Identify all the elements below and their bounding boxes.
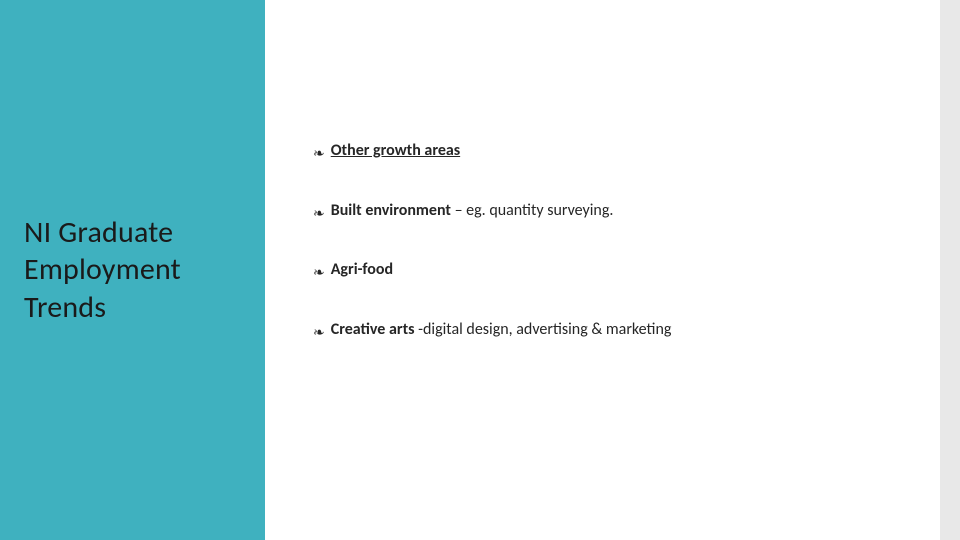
slide-title: NI Graduate Employment Trends (24, 214, 245, 327)
slide-container: NI Graduate Employment Trends ❧ Other gr… (0, 0, 940, 540)
bullet-icon: ❧ (313, 204, 325, 224)
right-edge-strip (940, 0, 960, 540)
bullet-text: Built environment – eg. quantity surveyi… (331, 200, 614, 222)
bullet-item: ❧ Creative arts -digital design, adverti… (313, 319, 900, 343)
bullet-bold: Agri-food (331, 260, 393, 279)
bullet-icon: ❧ (313, 323, 325, 343)
bullet-bold: Other growth areas (331, 141, 460, 160)
bullet-text: Agri-food (331, 259, 393, 281)
bullet-bold: Creative arts (331, 320, 415, 339)
bullet-rest: -digital design, advertising & marketing (415, 320, 672, 339)
bullet-icon: ❧ (313, 263, 325, 283)
slide-content: ❧ Other growth areas ❧ Built environment… (265, 0, 940, 540)
bullet-item: ❧ Built environment – eg. quantity surve… (313, 200, 900, 224)
left-title-panel: NI Graduate Employment Trends (0, 0, 265, 540)
bullet-rest: – eg. quantity surveying. (451, 201, 613, 220)
bullet-item: ❧ Agri-food (313, 259, 900, 283)
bullet-bold: Built environment (331, 201, 451, 220)
bullet-text: Creative arts -digital design, advertisi… (331, 319, 672, 341)
bullet-icon: ❧ (313, 144, 325, 164)
bullet-item: ❧ Other growth areas (313, 140, 900, 164)
bullet-text: Other growth areas (331, 140, 460, 162)
